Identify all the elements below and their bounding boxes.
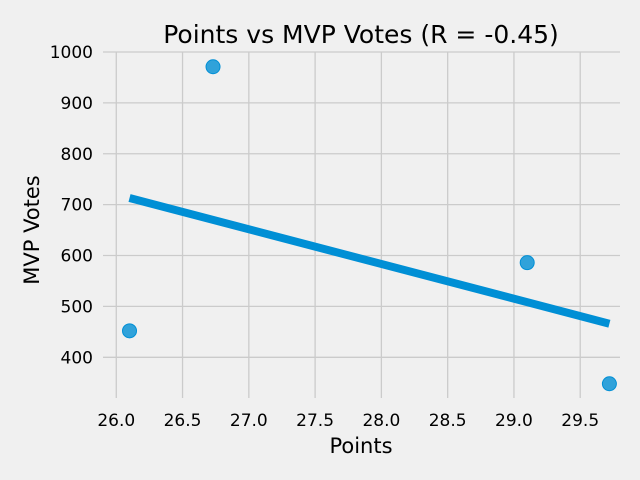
y-tick-label: 900	[61, 94, 93, 114]
trendline	[128, 194, 611, 328]
x-grid	[115, 52, 581, 398]
x-tick-label: 26.5	[164, 411, 202, 431]
y-tick-label: 1000	[50, 43, 93, 63]
data-point	[601, 376, 617, 392]
x-tick-label: 28.5	[429, 411, 467, 431]
y-axis-label: MVP Votes	[20, 175, 44, 285]
y-tick-label: 700	[61, 196, 93, 216]
x-tick-label: 27.5	[296, 411, 334, 431]
x-axis-label: Points	[329, 434, 392, 458]
x-tick-label: 26.0	[97, 411, 135, 431]
x-tick-label: 28.0	[362, 411, 400, 431]
data-point	[205, 59, 221, 75]
y-tick-labels: 400 500 600 700 800 900 1000	[50, 43, 93, 368]
chart-title: Points vs MVP Votes (R = -0.45)	[163, 20, 559, 49]
y-tick-label: 400	[61, 348, 93, 368]
x-tick-label: 29.5	[561, 411, 599, 431]
x-tick-labels: 26.0 26.5 27.0 27.5 28.0 28.5 29.0 29.5	[97, 411, 599, 431]
data-point	[519, 255, 535, 271]
y-tick-label: 800	[61, 145, 93, 165]
data-points	[122, 59, 617, 392]
y-grid	[103, 51, 620, 358]
y-tick-label: 600	[61, 247, 93, 267]
x-tick-label: 29.0	[495, 411, 533, 431]
data-point	[122, 323, 138, 339]
x-tick-label: 27.0	[230, 411, 268, 431]
trendline-group	[128, 194, 611, 328]
y-tick-label: 500	[61, 297, 93, 317]
